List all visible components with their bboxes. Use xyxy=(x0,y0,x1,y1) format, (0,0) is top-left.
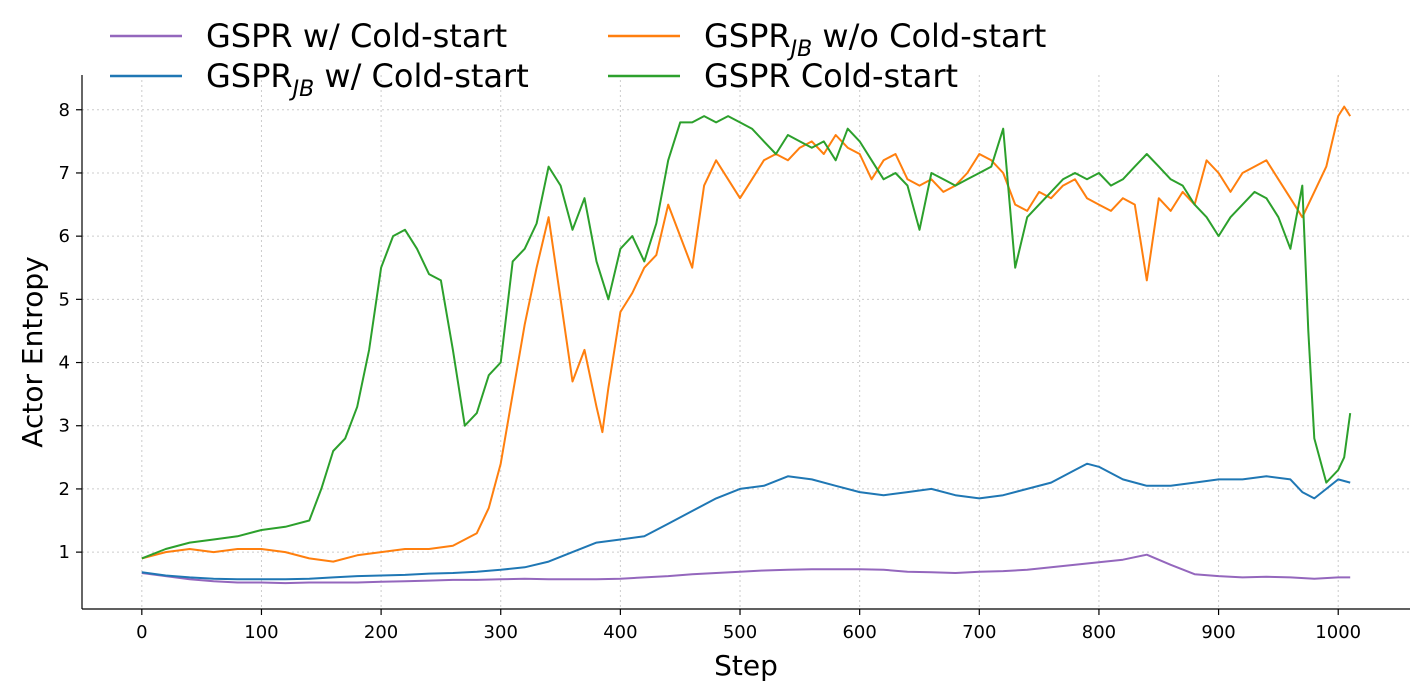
legend-label: GSPRJB w/o Cold-start xyxy=(704,17,1046,62)
series-lines xyxy=(141,105,1352,585)
legend-label: GSPR w/ Cold-start xyxy=(206,17,507,55)
y-tick-label: 2 xyxy=(59,479,70,500)
series-line-0 xyxy=(141,553,1351,585)
series-line-1 xyxy=(141,462,1351,581)
series-line-2 xyxy=(141,105,1352,563)
axes xyxy=(81,75,1410,610)
x-tick-label: 600 xyxy=(842,622,876,643)
y-tick-label: 1 xyxy=(59,542,70,563)
legend-label: GSPR Cold-start xyxy=(704,57,958,95)
x-tick-label: 300 xyxy=(484,622,518,643)
y-axis-title: Actor Entropy xyxy=(16,256,49,447)
x-tick-label: 900 xyxy=(1201,622,1235,643)
x-tick-label: 100 xyxy=(244,622,278,643)
y-ticks: 1 2 3 4 5 6 7 8 xyxy=(59,100,82,563)
y-tick-label: 5 xyxy=(59,289,70,310)
x-tick-label: 400 xyxy=(603,622,637,643)
series-line-3 xyxy=(141,115,1352,560)
x-axis-title: Step xyxy=(714,649,778,682)
y-tick-label: 6 xyxy=(59,226,70,247)
grid-lines xyxy=(82,75,1410,609)
x-tick-label: 500 xyxy=(723,622,757,643)
y-tick-label: 3 xyxy=(59,416,70,437)
legend-label: GSPRJB w/ Cold-start xyxy=(206,57,529,102)
x-tick-label: 700 xyxy=(962,622,996,643)
x-ticks: 0 100 200 300 400 500 600 700 800 900 1000 xyxy=(136,609,1361,643)
y-tick-label: 4 xyxy=(59,353,70,374)
x-tick-label: 0 xyxy=(136,622,147,643)
y-tick-label: 7 xyxy=(59,163,70,184)
x-tick-label: 1000 xyxy=(1315,622,1361,643)
y-tick-label: 8 xyxy=(59,100,70,121)
x-tick-label: 200 xyxy=(364,622,398,643)
x-tick-label: 800 xyxy=(1082,622,1116,643)
